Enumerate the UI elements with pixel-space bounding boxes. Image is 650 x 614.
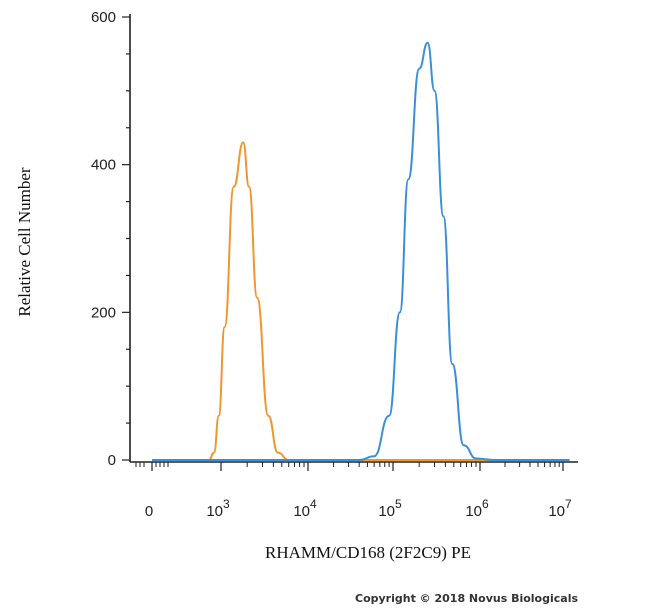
series-group [151,41,570,462]
x-tick-label: 105 [378,497,402,520]
x-tick-label: 103 [206,497,230,520]
y-tick-label: 200 [91,304,116,321]
copyright-notice: Copyright © 2018 Novus Biologicals [355,592,579,605]
x-tick-label: 106 [465,497,489,520]
histogram-series-2 [151,41,570,462]
y-axis: 0 200 400 600 [91,9,131,469]
x-tick-label: 0 [145,503,153,520]
y-tick-label: 400 [91,157,116,174]
x-axis-title: RHAMM/CD168 (2F2C9) PE [265,543,471,562]
x-axis: 0 103 104 105 106 107 [130,461,578,520]
y-tick-label: 600 [91,9,116,26]
histogram-series-1 [151,141,570,462]
y-tick-label: 0 [108,452,116,469]
x-tick-label: 107 [548,497,572,520]
x-tick-label: 104 [293,497,317,520]
y-axis-title: Relative Cell Number [15,167,34,317]
